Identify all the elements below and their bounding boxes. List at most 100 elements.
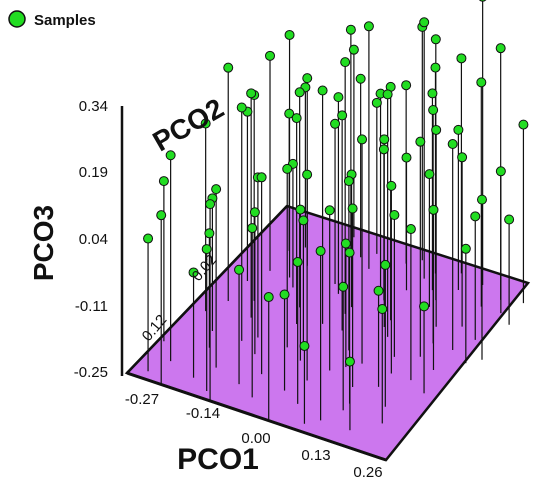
legend: Samples <box>8 10 96 29</box>
sample-point <box>428 204 439 215</box>
sample-point <box>201 244 212 255</box>
sample-point <box>317 85 328 96</box>
sample-point <box>337 110 348 121</box>
legend-marker-samples <box>8 10 26 28</box>
sample-point <box>427 88 438 99</box>
sample-point <box>294 87 305 98</box>
sample-point <box>343 176 354 187</box>
sample-point <box>495 166 506 177</box>
sample-point <box>495 43 506 54</box>
sample-point <box>292 256 303 267</box>
sample-point <box>204 228 215 239</box>
sample-point <box>518 119 529 130</box>
sample-point <box>315 246 326 257</box>
sample-point <box>246 88 257 99</box>
pco3-tick-labels: 0.34 0.19 0.04 -0.11 -0.25 <box>74 98 108 381</box>
sample-point <box>401 80 412 91</box>
pco2-axis-title: PCO2 <box>147 92 229 157</box>
pco3-tick-label: -0.11 <box>75 298 108 315</box>
sample-point <box>333 92 344 103</box>
sample-point <box>291 113 302 124</box>
sample-point <box>338 281 349 292</box>
sample-point <box>165 150 176 161</box>
sample-point <box>363 21 374 32</box>
sample-point <box>424 169 435 180</box>
sample-point <box>223 62 234 73</box>
sample-point <box>302 73 313 84</box>
sample-point <box>298 215 309 226</box>
sample-point <box>324 205 335 216</box>
sample-point <box>453 124 464 135</box>
sample-point <box>236 102 247 113</box>
sample-point <box>377 304 388 315</box>
sample-point <box>345 24 356 35</box>
sample-point <box>348 44 359 55</box>
sample-point <box>340 238 351 249</box>
legend-label-samples: Samples <box>34 12 96 29</box>
sample-point <box>158 176 169 187</box>
sample-point <box>379 134 390 145</box>
pco3-tick-label: -0.25 <box>74 364 108 381</box>
sample-point <box>156 210 167 221</box>
sample-point <box>430 34 441 45</box>
sample-point <box>430 62 441 73</box>
sample-point <box>373 285 384 296</box>
pco1-tick-label: 0.13 <box>301 447 330 464</box>
sample-point <box>188 267 199 278</box>
sample-point <box>211 184 222 195</box>
sample-point <box>256 172 267 183</box>
pco1-axis-line <box>126 371 387 462</box>
pco1-tick-labels: -0.27 -0.14 0.00 0.13 0.26 <box>125 391 383 481</box>
sample-point <box>405 224 416 235</box>
sample-point <box>282 163 293 174</box>
sample-point <box>355 73 366 84</box>
sample-point <box>504 214 515 225</box>
sample-point <box>344 247 355 258</box>
pco3-tick-label: 0.34 <box>79 98 108 115</box>
sample-point <box>347 203 358 214</box>
sample-point <box>476 77 487 88</box>
sample-point <box>302 169 313 180</box>
sample-point <box>457 152 468 163</box>
sample-point <box>382 89 393 100</box>
sample-point <box>386 180 397 191</box>
sample-point <box>263 292 274 303</box>
sample-point <box>295 204 306 215</box>
sample-point <box>330 118 341 129</box>
sample-stems <box>147 0 525 431</box>
sample-point <box>447 139 458 150</box>
pco3-tick-label: 0.04 <box>79 231 108 248</box>
sample-point <box>205 199 216 210</box>
sample-point <box>371 97 382 108</box>
pco3-axis-title: PCO3 <box>28 205 59 281</box>
pco1-tick-label: 0.00 <box>241 430 270 447</box>
sample-point <box>284 29 295 40</box>
pco1-tick-label: 0.26 <box>353 464 382 481</box>
sample-point <box>284 108 295 119</box>
sample-point <box>279 289 290 300</box>
sample-point <box>265 50 276 61</box>
sample-point <box>143 233 154 244</box>
sample-point <box>200 118 211 129</box>
sample-point <box>401 152 412 163</box>
sample-point <box>249 207 260 218</box>
sample-point <box>478 0 487 2</box>
sample-point <box>415 136 426 147</box>
pco1-axis-title: PCO1 <box>177 443 259 476</box>
sample-points <box>143 0 529 367</box>
pco1-tick-label: -0.27 <box>125 391 159 408</box>
sample-point <box>380 259 391 270</box>
sample-point <box>340 57 351 68</box>
sample-point <box>389 209 400 220</box>
sample-point <box>357 134 368 145</box>
sample-point <box>431 124 442 135</box>
sample-point <box>344 356 355 367</box>
sample-point <box>419 301 430 312</box>
sample-point <box>247 223 258 234</box>
sample-point <box>234 264 245 275</box>
sample-point <box>299 340 310 351</box>
sample-point <box>428 104 439 115</box>
pco3-tick-label: 0.19 <box>79 164 108 181</box>
sample-point <box>477 194 487 205</box>
